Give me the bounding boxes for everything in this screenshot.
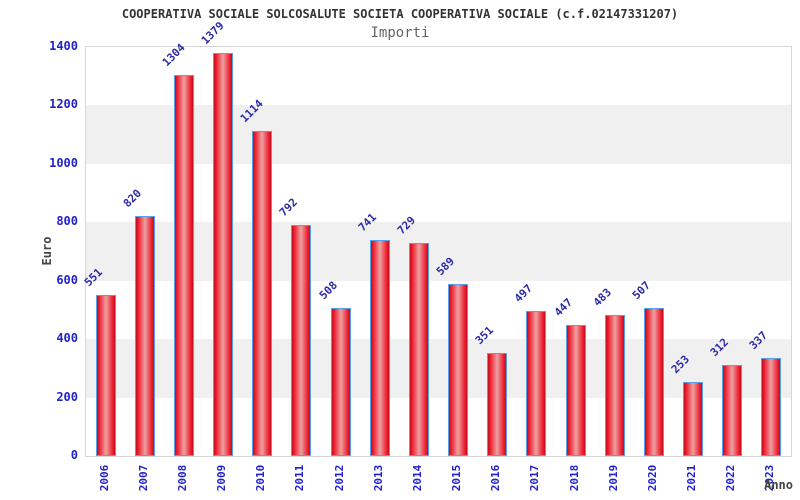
chart-subtitle: Importi [370,25,430,41]
bar [761,357,782,456]
y-tick-label: 400 [56,331,78,346]
x-tick-label: 2020 [645,464,659,492]
grid-band [86,105,791,164]
x-tick-label: 2021 [685,464,699,492]
plot-area: 551 820 1304 1379 1114 792 508 741 729 589 351 497 4… [81,19,792,457]
bar [487,353,508,456]
bar-value-label: 1304 [159,41,188,70]
bar [643,307,664,456]
x-tick-label: 2016 [489,464,503,492]
bar [683,382,704,456]
grid-band [86,222,791,281]
bar [526,310,547,456]
bar [369,239,390,456]
x-tick-label: 2012 [332,464,346,492]
chart-title: COOPERATIVA SOCIALE SOLCOSALUTE SOCIETA … [121,7,679,21]
bar [408,243,429,456]
bar [173,75,194,456]
bar-value-label: 507 [629,278,653,302]
x-tick-label: 2011 [293,464,307,492]
bar-value-label: 483 [590,285,614,309]
x-tick-label: 2015 [450,464,464,492]
x-tick-label: 2018 [567,464,581,492]
x-tick-label: 2006 [97,464,111,492]
bar-value-label: 497 [512,281,536,305]
x-tick-label: 2022 [724,464,738,492]
bar [722,364,743,456]
x-tick-label: 2008 [175,464,189,492]
bar [95,295,116,456]
y-tick-label: 1400 [49,39,78,53]
bar [134,216,155,456]
bar [213,53,234,456]
bar-value-label: 447 [551,296,575,320]
x-tick-label: 2017 [528,464,542,492]
x-tick-label: 2014 [410,464,424,492]
bar [604,314,625,456]
y-tick-label: 600 [56,272,78,287]
x-tick-label: 2007 [136,464,150,492]
bar [291,224,312,456]
x-tick-label: 2019 [606,464,620,492]
x-tick-label: 2013 [371,464,385,492]
bar [565,325,586,456]
bar-value-label: 792 [277,195,301,219]
grid-band [86,339,791,398]
x-axis-title: Anno [764,478,793,492]
y-tick-label: 200 [56,389,78,404]
bar [448,283,469,456]
y-tick-label: 1000 [49,155,78,170]
bar-value-label: 508 [316,278,340,302]
y-axis-title: Euro [40,236,54,265]
bar [252,130,273,456]
bar-value-label: 820 [120,187,144,211]
x-tick-label: 2010 [254,464,268,492]
y-tick-label: 0 [70,448,78,462]
y-tick-label: 800 [56,214,78,229]
y-tick-label: 1200 [49,97,78,112]
bar [330,307,351,456]
x-tick-label: 2009 [215,464,229,492]
